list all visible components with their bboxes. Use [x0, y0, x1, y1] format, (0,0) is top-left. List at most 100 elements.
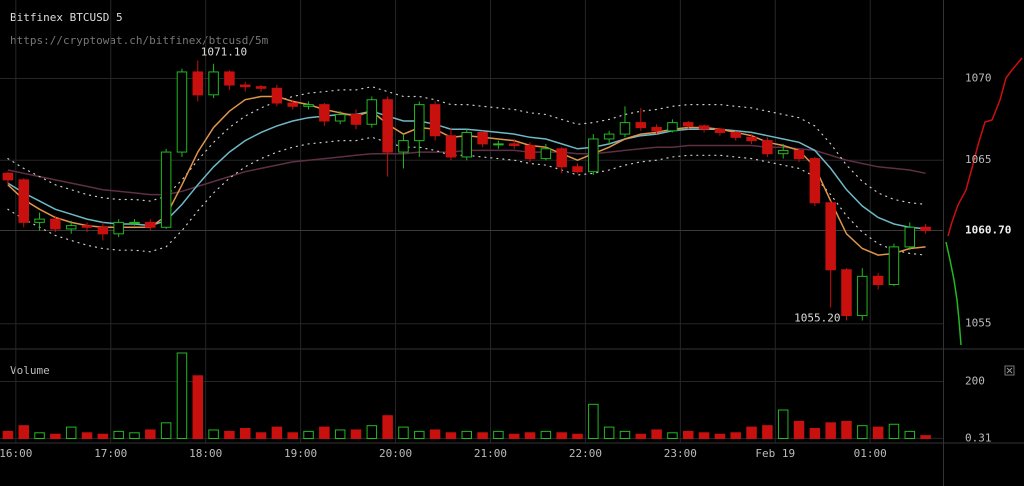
volume-bar — [255, 432, 267, 439]
candle-body — [920, 226, 931, 232]
candle-body — [160, 151, 172, 228]
chart-title: Bitfinex BTCUSD 5 — [10, 11, 123, 24]
x-tick-label: Feb 19 — [755, 447, 795, 460]
volume-bar — [445, 432, 457, 439]
volume-bar — [683, 430, 694, 439]
x-tick-label: 21:00 — [474, 447, 507, 460]
volume-bar — [508, 433, 520, 440]
last-price-label: 1060.70 — [965, 224, 1011, 237]
candle-body — [145, 221, 156, 228]
candle-body — [303, 104, 314, 107]
candle-body — [746, 136, 757, 142]
candle-body — [841, 269, 852, 317]
candle-body — [524, 145, 536, 160]
candle-body — [904, 226, 916, 248]
volume-bar — [920, 435, 931, 439]
candle-body — [239, 84, 251, 88]
volume-bar — [461, 430, 473, 439]
volume-bar — [619, 430, 631, 439]
candle-body — [714, 128, 726, 133]
candle-body — [176, 71, 188, 153]
x-tick-label: 23:00 — [664, 447, 697, 460]
candle-body — [493, 143, 504, 146]
candle-body — [777, 149, 789, 155]
y-tick-label: 1055 — [965, 317, 992, 330]
volume-bar — [160, 422, 172, 440]
candle-body — [477, 131, 488, 145]
candle-body — [540, 148, 552, 160]
candle-body — [588, 138, 599, 173]
x-tick-label: 19:00 — [284, 447, 317, 460]
candle-body — [429, 104, 441, 137]
candle-body — [350, 113, 362, 125]
volume-bar — [556, 432, 567, 439]
volume-bar — [493, 430, 504, 439]
order-book-asks — [947, 57, 1023, 237]
close-pane-button[interactable] — [1004, 365, 1015, 376]
volume-bar — [366, 425, 378, 439]
volume-bar — [572, 433, 583, 440]
candle-body — [508, 143, 520, 147]
close-icon — [1006, 367, 1013, 374]
volume-bar — [414, 430, 425, 439]
volume-bar — [50, 433, 61, 440]
chart-subtitle: https://cryptowat.ch/bitfinex/btcusd/5m — [10, 34, 269, 47]
candle-body — [651, 127, 662, 132]
order-book-bids — [945, 241, 962, 346]
volume-bar — [730, 432, 741, 439]
volume-bar — [825, 422, 836, 440]
candle-body — [97, 226, 109, 235]
y-tick-label: 1065 — [965, 153, 992, 166]
candle-body — [34, 218, 45, 223]
volume-bar — [540, 430, 552, 439]
x-tick-label: 01:00 — [854, 447, 887, 460]
candle-body — [18, 179, 29, 223]
volume-bar — [224, 430, 235, 439]
volume-bar — [635, 433, 647, 440]
volume-bar — [762, 425, 773, 439]
volume-bar — [429, 429, 441, 440]
candle-body — [730, 131, 741, 138]
candle-body — [208, 71, 219, 96]
volume-bar — [334, 429, 346, 440]
candle-body — [382, 99, 393, 153]
volume-tick-label: 0.31 — [965, 431, 992, 444]
candle-body — [414, 104, 425, 142]
candle-body — [857, 275, 868, 317]
volume-bar — [524, 432, 536, 439]
candle-body — [698, 125, 710, 130]
candle-body — [888, 246, 900, 286]
indicator-line — [7, 86, 927, 205]
volume-bar — [588, 403, 599, 439]
candle-body — [461, 131, 473, 158]
volume-bar — [603, 426, 615, 440]
x-tick-label: 16:00 — [0, 447, 32, 460]
candle-body — [81, 225, 93, 228]
volume-bar — [81, 432, 93, 439]
volume-bar — [176, 352, 188, 439]
candle-body — [683, 122, 694, 127]
candle-body — [319, 104, 330, 122]
volume-bar — [271, 426, 283, 440]
volume-bar — [382, 415, 393, 440]
volume-tick-label: 200 — [965, 375, 985, 388]
volume-bar — [145, 429, 156, 440]
volume-bar — [888, 423, 900, 439]
candle-body — [129, 221, 140, 224]
volume-bar — [129, 432, 140, 439]
x-tick-label: 20:00 — [379, 447, 412, 460]
volume-bar — [698, 432, 710, 439]
candle-body — [619, 122, 631, 135]
candle-body — [65, 225, 77, 230]
volume-bar — [667, 432, 678, 439]
candle-body — [556, 148, 567, 168]
volume-bar — [350, 429, 362, 440]
volume-bar — [113, 430, 124, 439]
volume-bar — [303, 430, 314, 439]
candle-body — [825, 202, 836, 271]
candle-body — [872, 275, 884, 286]
candle-body — [603, 133, 615, 140]
volume-bar — [287, 432, 298, 439]
